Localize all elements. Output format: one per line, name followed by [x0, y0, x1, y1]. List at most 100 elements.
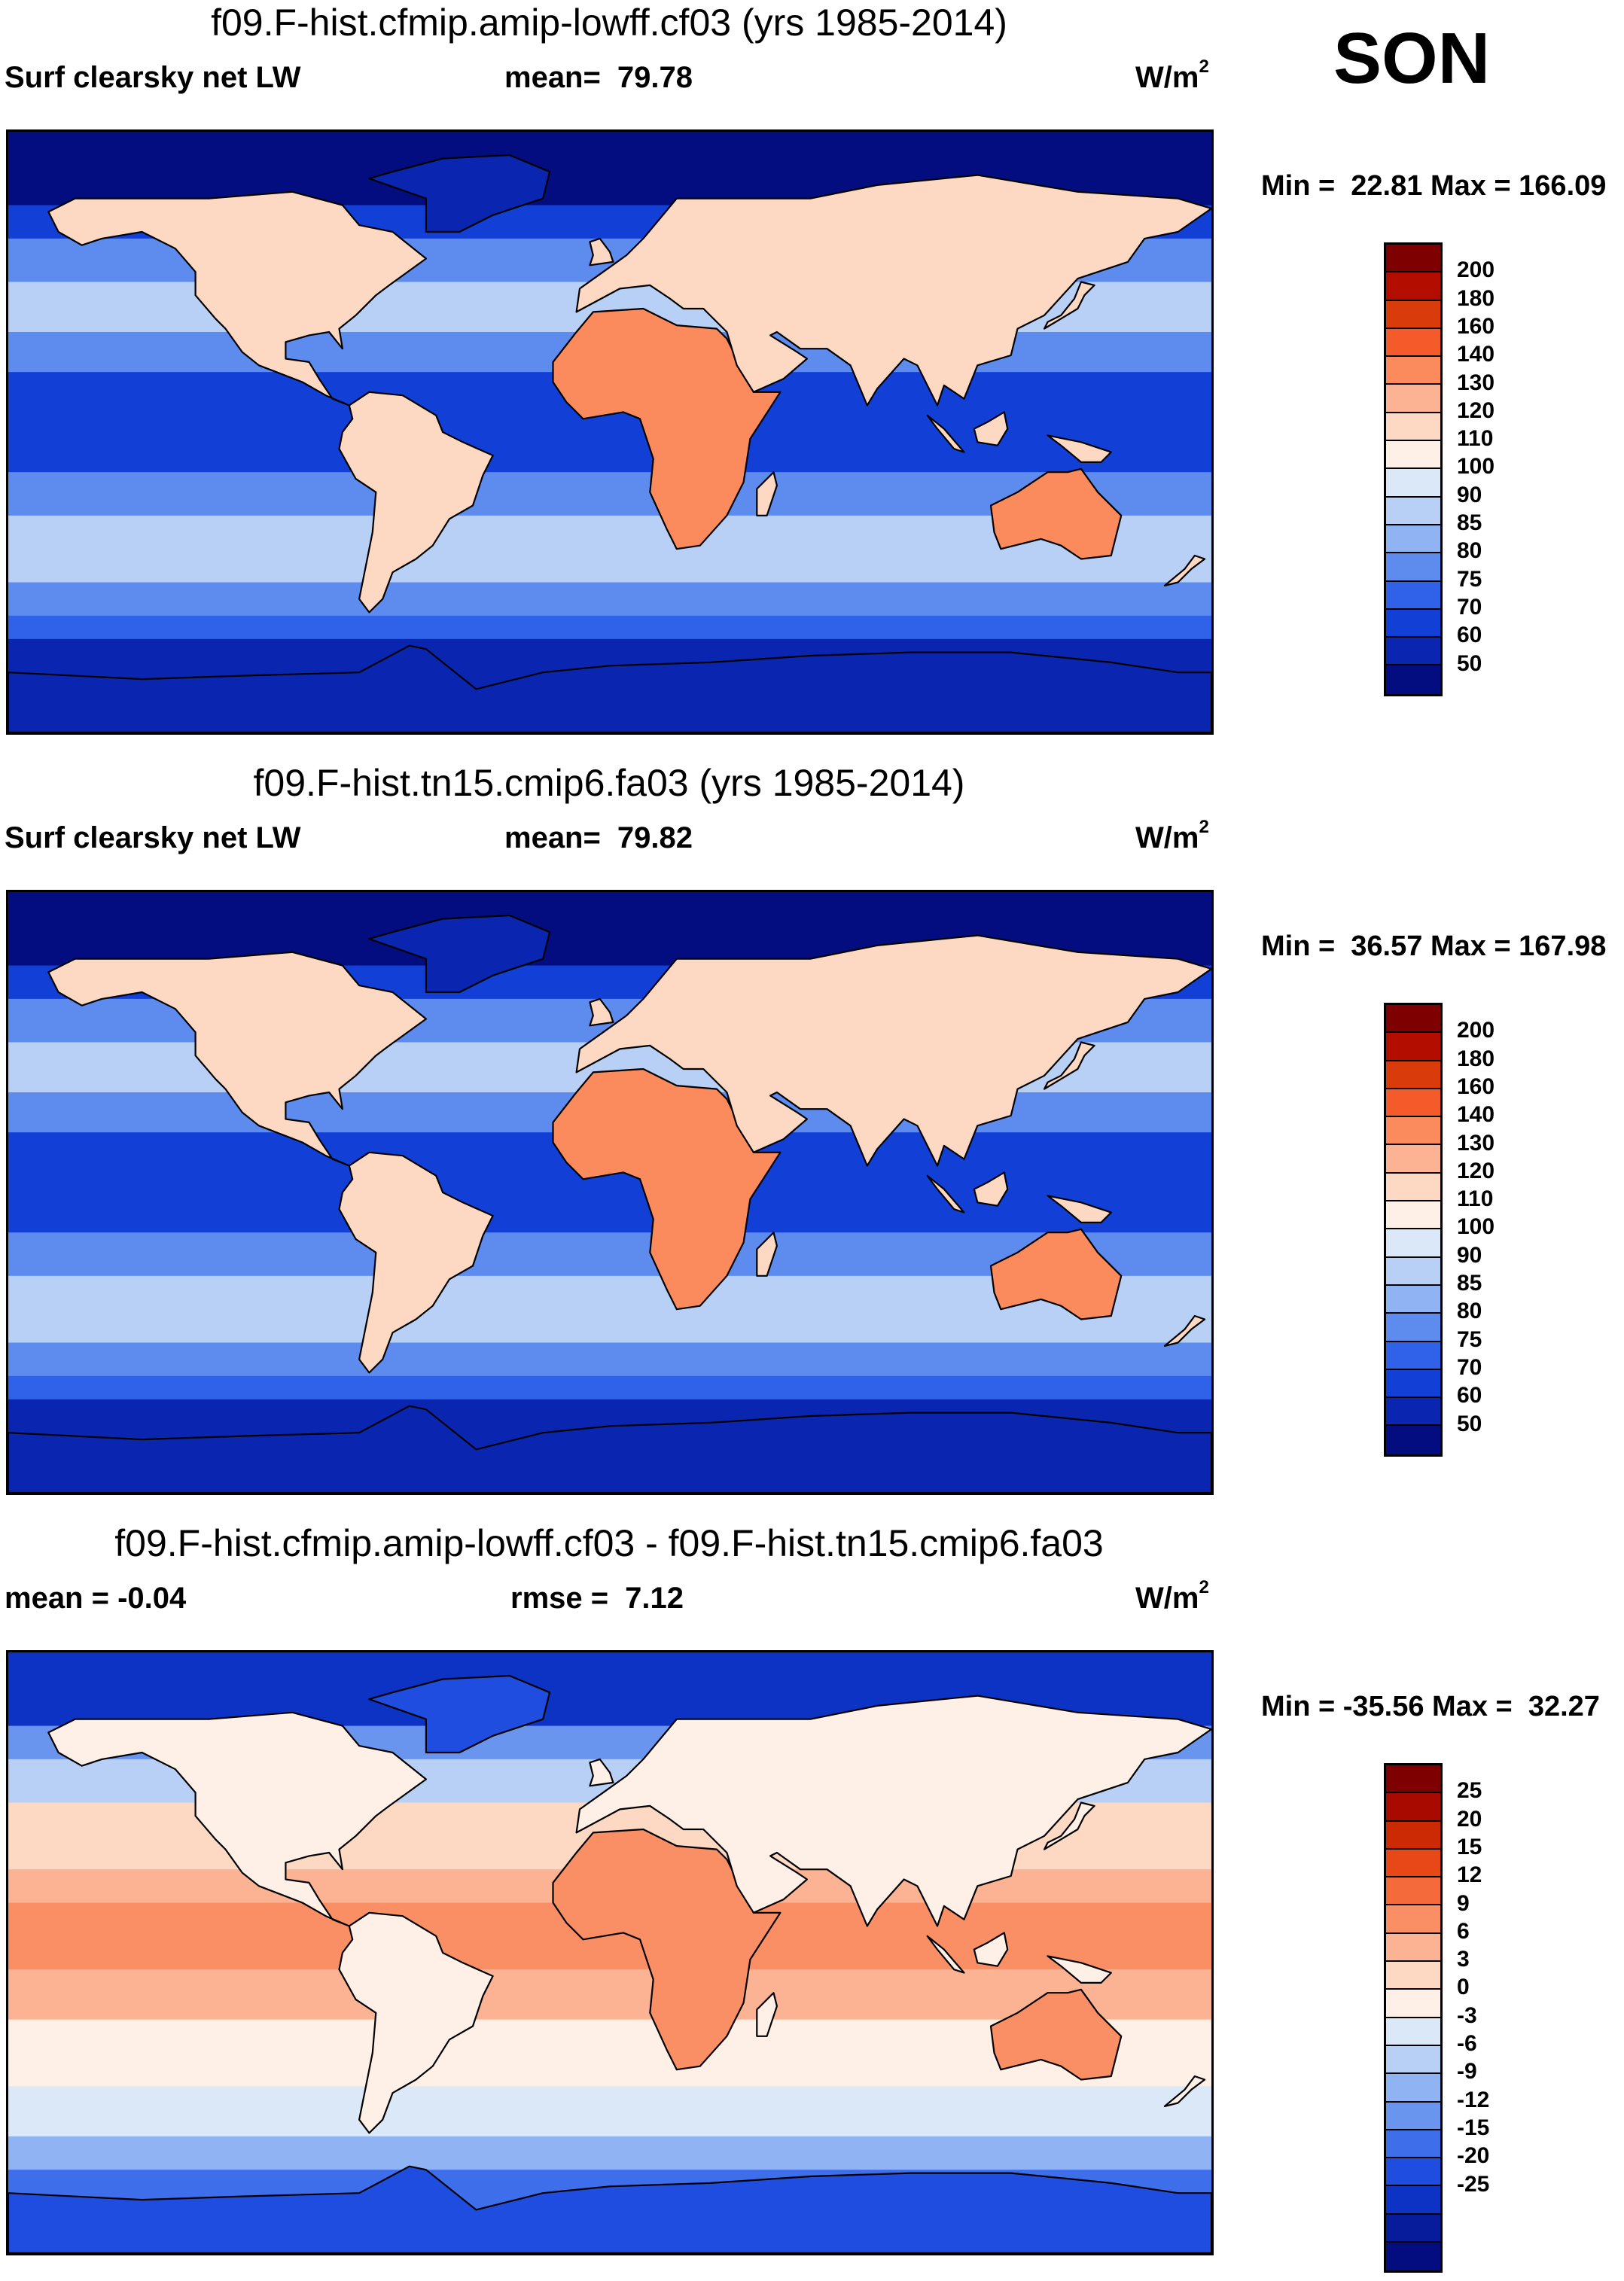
colorbar-tick-label: 180 [1457, 1046, 1495, 1071]
colorbar-segment [1386, 1426, 1440, 1454]
continent-new-guinea [1047, 1955, 1112, 1984]
units-base: W/m [1135, 821, 1199, 854]
colorbar-tick-label: -9 [1457, 2059, 1477, 2085]
colorbar-segment [1386, 357, 1440, 385]
colorbar-tick-label: 140 [1457, 342, 1495, 367]
min-max-label: Min = 36.57 Max = 167.98 [1261, 930, 1607, 962]
colorbar-segment [1386, 2130, 1440, 2159]
global-map [6, 1650, 1214, 2255]
colorbar-tick-label: 6 [1457, 1918, 1470, 1944]
colorbar-tick-label: -12 [1457, 2087, 1490, 2112]
colorbar-segment [1386, 1229, 1440, 1258]
colorbar-segment [1386, 300, 1440, 329]
colorbar-segment [1386, 1285, 1440, 1314]
colorbar-tick-label: 80 [1457, 1299, 1482, 1324]
map-svg [8, 892, 1211, 1493]
continent-new-guinea [1047, 1195, 1112, 1223]
colorbar-segment [1386, 273, 1440, 301]
statistic-value: 7.12 [625, 1582, 684, 1615]
colorbar-tick-label: 120 [1457, 397, 1495, 423]
colorbar-tick-label: 80 [1457, 538, 1482, 564]
panel-statistic: mean= 79.78 [504, 59, 693, 96]
colorbar-segment [1386, 385, 1440, 413]
continent-africa [552, 1828, 782, 2071]
continent-eurasia [575, 174, 1211, 407]
colorbar-tick-label: 25 [1457, 1778, 1482, 1804]
colorbar-tick-label: 85 [1457, 510, 1482, 535]
continent-sumatra [926, 1174, 965, 1214]
continent-africa [552, 307, 782, 550]
continent-africa [552, 1067, 782, 1311]
units-label: W/m2 [1135, 817, 1209, 857]
colorbar-segment [1386, 469, 1440, 498]
colorbar-tick-label: 75 [1457, 566, 1482, 592]
continent-australia [989, 1228, 1123, 1320]
continent-japan [1044, 281, 1095, 330]
continent-madagascar [756, 1992, 778, 2037]
colorbar-tick-label: 15 [1457, 1834, 1482, 1859]
map-svg [8, 1652, 1211, 2253]
continent-sumatra [926, 414, 965, 453]
season-label: SON [1333, 18, 1491, 99]
colorbar-tick-label: 0 [1457, 1975, 1470, 2000]
colorbar-tick-label: 100 [1457, 1214, 1495, 1240]
colorbar-tick-label: 50 [1457, 650, 1482, 676]
statistic-value: 79.82 [617, 821, 693, 854]
colorbar-segment [1386, 1061, 1440, 1089]
colorbar-segment [1386, 1793, 1440, 1822]
colorbar-segment [1386, 1033, 1440, 1061]
colorbar-segment [1386, 497, 1440, 525]
colorbar-segment [1386, 1962, 1440, 1990]
colorbar-segment [1386, 553, 1440, 582]
continent-south-america [338, 1911, 494, 2134]
panel-variable-label: Surf clearsky net LW [5, 821, 301, 854]
colorbar-tick-label: 75 [1457, 1326, 1482, 1352]
continent-north-america [47, 190, 427, 407]
colorbar-tick-label: 20 [1457, 1806, 1482, 1832]
continent-north-america [47, 1711, 427, 1927]
units-base: W/m [1135, 61, 1199, 94]
colorbar-tick-label: 70 [1457, 1354, 1482, 1380]
continent-japan [1044, 1041, 1095, 1090]
colorbar-tick-label: 60 [1457, 623, 1482, 648]
colorbar-tick-label: 130 [1457, 1130, 1495, 1156]
ocean-band [8, 1969, 1211, 2021]
colorbar-tick-label: 110 [1457, 1186, 1494, 1212]
units-exponent: 2 [1199, 817, 1209, 837]
colorbar-segment [1386, 2074, 1440, 2103]
panel-statistic: mean= 79.82 [504, 819, 693, 857]
ocean-band [8, 1375, 1211, 1400]
colorbar-tick-label: 70 [1457, 594, 1482, 620]
units-label: W/m2 [1135, 1579, 1209, 1617]
colorbar-segment [1386, 413, 1440, 442]
colorbar-segment [1386, 525, 1440, 554]
colorbar-tick-label: 85 [1457, 1271, 1482, 1296]
continent-south-america [338, 1151, 494, 1374]
continent-borneo [973, 1171, 1009, 1207]
colorbar-tick-label: 3 [1457, 1947, 1470, 1972]
continent-south-america [338, 391, 494, 614]
panel-variable-label: mean = -0.04 [5, 1582, 187, 1615]
colorbar-segment [1386, 1765, 1440, 1794]
colorbar [1384, 242, 1443, 696]
colorbar [1384, 1003, 1443, 1457]
min-max-label: Min = 22.81 Max = 166.09 [1261, 170, 1607, 202]
map-panel-2: f09.F-hist.tn15.cmip6.fa03 (yrs 1985-201… [0, 760, 1624, 1521]
colorbar-tick-label: -20 [1457, 2143, 1490, 2169]
units-exponent: 2 [1199, 56, 1209, 77]
colorbar-segment [1386, 638, 1440, 666]
continent-eurasia [575, 934, 1211, 1167]
colorbar-tick-label: 90 [1457, 482, 1482, 507]
continent-new-zealand [1163, 554, 1206, 586]
colorbar-segment [1386, 1398, 1440, 1427]
colorbar-segment [1386, 1089, 1440, 1118]
colorbar [1384, 1763, 1443, 2273]
colorbar-tick-label: 12 [1457, 1862, 1482, 1888]
colorbar-segment [1386, 1849, 1440, 1878]
units-base: W/m [1135, 1582, 1199, 1615]
map-svg [8, 132, 1211, 732]
min-max-label: Min = -35.56 Max = 32.27 [1261, 1691, 1600, 1722]
ocean-band [8, 1342, 1211, 1377]
continent-borneo [973, 411, 1009, 446]
colorbar-segment [1386, 1821, 1440, 1850]
